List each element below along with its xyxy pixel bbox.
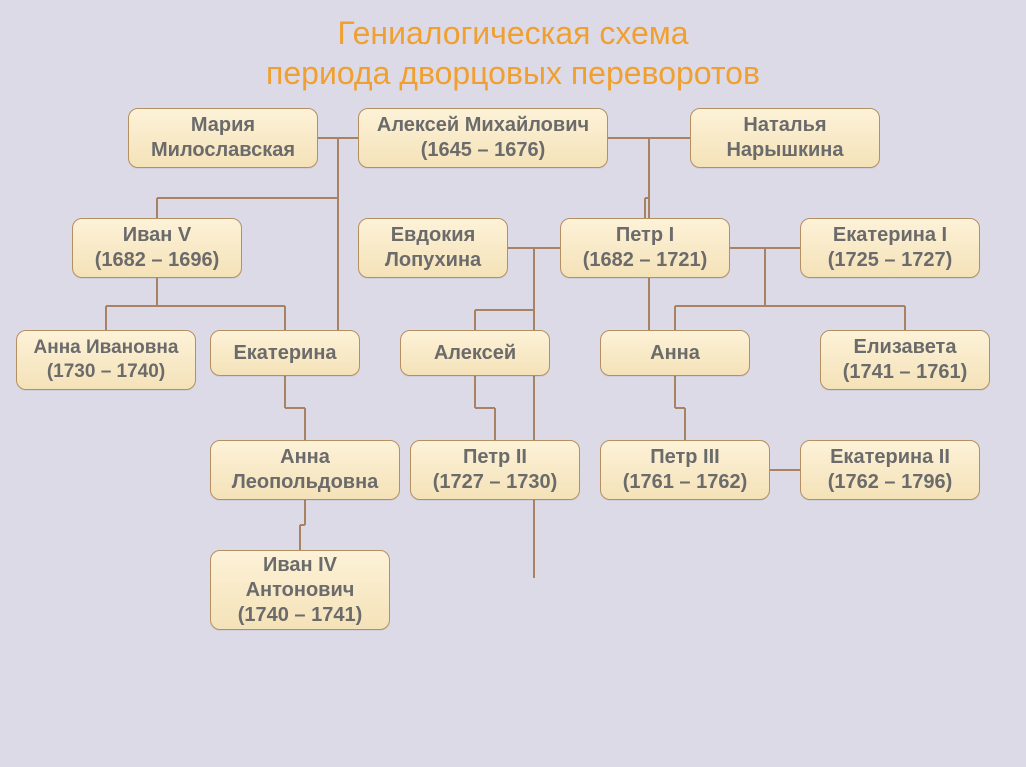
node-label: Петр II (1727 – 1730) [433, 445, 558, 495]
node-label: Екатерина II (1762 – 1796) [828, 445, 953, 495]
node-label: Иван V (1682 – 1696) [95, 223, 220, 273]
node-petr2: Петр II (1727 – 1730) [410, 440, 580, 500]
node-natalia: Наталья Нарышкина [690, 108, 880, 168]
node-anna_iv: Анна Ивановна (1730 – 1740) [16, 330, 196, 390]
node-alexei: Алексей [400, 330, 550, 376]
node-label: Наталья Нарышкина [726, 113, 843, 163]
node-ivan5: Иван V (1682 – 1696) [72, 218, 242, 278]
node-ekat1: Екатерина I (1725 – 1727) [800, 218, 980, 278]
node-evdokia: Евдокия Лопухина [358, 218, 508, 278]
node-label: Екатерина [233, 341, 336, 366]
node-label: Алексей [434, 341, 516, 366]
node-label: Екатерина I (1725 – 1727) [828, 223, 953, 273]
node-label: Анна Леопольдовна [232, 445, 379, 495]
title-line-1: Гениалогическая схема [0, 14, 1026, 52]
node-maria: Мария Милославская [128, 108, 318, 168]
node-petr1: Петр I (1682 – 1721) [560, 218, 730, 278]
node-label: Елизавета (1741 – 1761) [843, 335, 968, 385]
node-anna_leo: Анна Леопольдовна [210, 440, 400, 500]
node-label: Алексей Михайлович (1645 – 1676) [377, 113, 589, 163]
node-label: Петр I (1682 – 1721) [583, 223, 708, 273]
node-label: Мария Милославская [151, 113, 295, 163]
node-anna: Анна [600, 330, 750, 376]
node-alexei_m: Алексей Михайлович (1645 – 1676) [358, 108, 608, 168]
node-label: Иван IV Антонович (1740 – 1741) [238, 553, 363, 628]
node-label: Анна [650, 341, 700, 366]
node-label: Петр III (1761 – 1762) [623, 445, 748, 495]
node-ekaterina: Екатерина [210, 330, 360, 376]
node-label: Анна Ивановна (1730 – 1740) [34, 336, 179, 384]
title-line-2: периода дворцовых переворотов [0, 54, 1026, 92]
node-ivan4: Иван IV Антонович (1740 – 1741) [210, 550, 390, 630]
node-elizaveta: Елизавета (1741 – 1761) [820, 330, 990, 390]
node-petr3: Петр III (1761 – 1762) [600, 440, 770, 500]
node-ekat2: Екатерина II (1762 – 1796) [800, 440, 980, 500]
node-label: Евдокия Лопухина [385, 223, 481, 273]
